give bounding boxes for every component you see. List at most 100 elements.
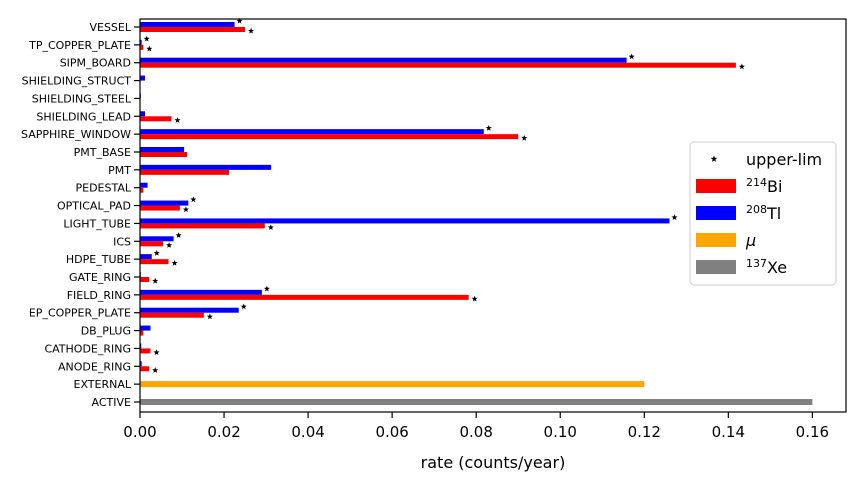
x-tick-label-5: 0.10 <box>544 423 577 441</box>
upper-limit-star-bi214-gate-ring <box>152 277 159 284</box>
y-tick-label-hdpe-tube: HDPE_TUBE <box>66 253 131 266</box>
bar-bi214-shielding-lead <box>140 116 172 122</box>
bar-tl208-ics <box>140 236 174 242</box>
bar-tl208-hdpe-tube <box>140 254 152 260</box>
upper-limit-star-bi214-cathode-ring <box>153 349 160 356</box>
legend-swatch-tl <box>696 206 736 220</box>
bar-bi214-cathode-ring <box>140 348 151 354</box>
x-axis: 0.00 0.02 0.04 0.06 0.08 0.10 0.12 0.14 0.16 <box>123 412 829 441</box>
legend-label-bi: 214Bi <box>746 176 782 196</box>
y-tick-label-gate-ring: GATE_RING <box>69 271 131 284</box>
x-tick-label-6: 0.12 <box>628 423 661 441</box>
bar-bi214-anode-ring <box>140 366 150 372</box>
y-tick-label-anode-ring: ANODE_RING <box>58 360 131 373</box>
legend-label-xe: 137Xe <box>746 257 787 277</box>
y-tick-label-pedestal: PEDESTAL <box>75 182 131 195</box>
x-axis-title: rate (counts/year) <box>421 453 566 472</box>
legend-label-tl: 208Tl <box>746 203 781 223</box>
bar-bi214-sapphire-window <box>140 134 519 140</box>
y-tick-label-external: EXTERNAL <box>74 378 132 391</box>
bar-bi214-field-ring <box>140 294 469 300</box>
upper-limit-markers <box>143 17 745 373</box>
bar-tl208-pmt-base <box>140 147 185 152</box>
upper-limit-star-tl208-field-ring <box>263 285 270 292</box>
bar-tl208-light-tube <box>140 218 670 224</box>
bar-tl208-shielding-struct <box>140 75 146 81</box>
upper-limit-star-bi214-optical-pad <box>182 206 189 213</box>
bar-tl208-ep-copper-plate <box>140 307 239 313</box>
plot-frame <box>139 18 847 413</box>
bar-bi214-light-tube <box>140 223 265 229</box>
upper-limit-star-bi214-light-tube <box>267 224 274 231</box>
y-tick-label-db-plug: DB_PLUG <box>81 325 131 338</box>
bar-tl208-vessel <box>140 22 235 27</box>
bar-xe137-active <box>140 399 813 405</box>
upper-limit-star-bi214-hdpe-tube <box>171 259 178 266</box>
legend-label-base-bi: Bi <box>767 177 782 196</box>
upper-limit-star-bi214-vessel <box>248 27 255 34</box>
legend-label-sup-tl: 208 <box>746 203 767 216</box>
bar-tl208-sipm-board <box>140 57 627 63</box>
bar-bi214-ep-copper-plate <box>140 312 204 318</box>
y-tick-label-light-tube: LIGHT_TUBE <box>63 217 131 230</box>
upper-limit-star-bi214-ics <box>166 242 173 248</box>
upper-limit-star-bi214-tp-copper-plate <box>146 45 153 52</box>
upper-limit-star-tl208-ep-copper-plate <box>240 303 247 310</box>
legend-swatch-xe <box>696 260 736 274</box>
x-tick-label-3: 0.06 <box>375 423 408 441</box>
legend-box <box>689 141 837 286</box>
x-tick-label-7: 0.14 <box>712 423 745 441</box>
bar-tl208-pmt <box>140 164 272 170</box>
bar-tl208-tp-copper-plate <box>140 39 142 45</box>
y-tick-label-ics: ICS <box>113 235 131 248</box>
upper-limit-star-tl208-ics <box>175 232 182 238</box>
y-tick-label-ep-copper-plate: EP_COPPER_PLATE <box>29 307 131 320</box>
bar-tl208-shielding-lead <box>140 111 146 117</box>
bars-layer <box>140 22 813 405</box>
y-tick-label-sapphire-window: SAPPHIRE_WINDOW <box>21 128 131 141</box>
legend-label-upper-lim: upper-lim <box>746 150 822 169</box>
x-tick-label-1: 0.02 <box>207 423 240 441</box>
upper-limit-star-bi214-field-ring <box>471 295 478 302</box>
upper-limit-star-bi214-sipm-board <box>738 63 745 70</box>
y-tick-label-optical-pad: OPTICAL_PAD <box>57 200 131 213</box>
y-tick-label-pmt: PMT <box>108 164 131 177</box>
bar-bi214-tp-copper-plate <box>140 44 144 50</box>
upper-limit-star-tl208-sipm-board <box>628 53 635 60</box>
legend-swatch-bi <box>696 179 736 193</box>
bar-tl208-pedestal <box>140 182 148 188</box>
y-tick-label-shielding-steel: SHIELDING_STEEL <box>32 92 132 105</box>
x-tick-label-0: 0.00 <box>123 423 156 441</box>
bar-tl208-field-ring <box>140 289 262 295</box>
bar-tl208-db-plug <box>140 325 151 331</box>
bar-bi214-db-plug <box>140 330 144 336</box>
bar-mu-external <box>140 381 645 388</box>
bar-bi214-pmt-base <box>140 152 188 157</box>
bar-bi214-gate-ring <box>140 277 150 282</box>
x-tick-label-2: 0.04 <box>291 423 324 441</box>
upper-limit-star-tl208-tp-copper-plate <box>143 35 150 42</box>
bar-tl208-sapphire-window <box>140 129 484 135</box>
upper-limit-star-tl208-sapphire-window <box>485 124 492 131</box>
bar-tl208-cathode-ring <box>140 343 142 349</box>
y-axis: VESSEL TP_COPPER_PLATE SIPM_BOARD SHIELDING… <box>21 21 140 409</box>
upper-limit-star-bi214-anode-ring <box>152 367 159 373</box>
legend-label-sup-xe: 137 <box>746 257 767 270</box>
y-tick-label-pmt-base: PMT_BASE <box>74 146 131 159</box>
bar-bi214-optical-pad <box>140 205 180 211</box>
bar-bi214-vessel <box>140 27 246 32</box>
bar-bi214-pedestal <box>140 187 144 193</box>
y-tick-label-field-ring: FIELD_RING <box>67 289 131 302</box>
y-tick-label-shielding-struct: SHIELDING_STRUCT <box>22 75 132 88</box>
x-tick-label-4: 0.08 <box>459 423 492 441</box>
legend-label-base-xe: Xe <box>767 258 787 277</box>
upper-limit-star-tl208-optical-pad <box>190 196 197 203</box>
y-tick-label-sipm-board: SIPM_BOARD <box>60 57 131 70</box>
bar-tl208-anode-ring <box>140 361 142 367</box>
upper-limit-star-tl208-light-tube <box>671 214 678 221</box>
legend-marker-star <box>710 155 718 162</box>
upper-limit-star-bi214-ep-copper-plate <box>206 313 213 320</box>
upper-limit-star-tl208-hdpe-tube <box>153 249 160 256</box>
